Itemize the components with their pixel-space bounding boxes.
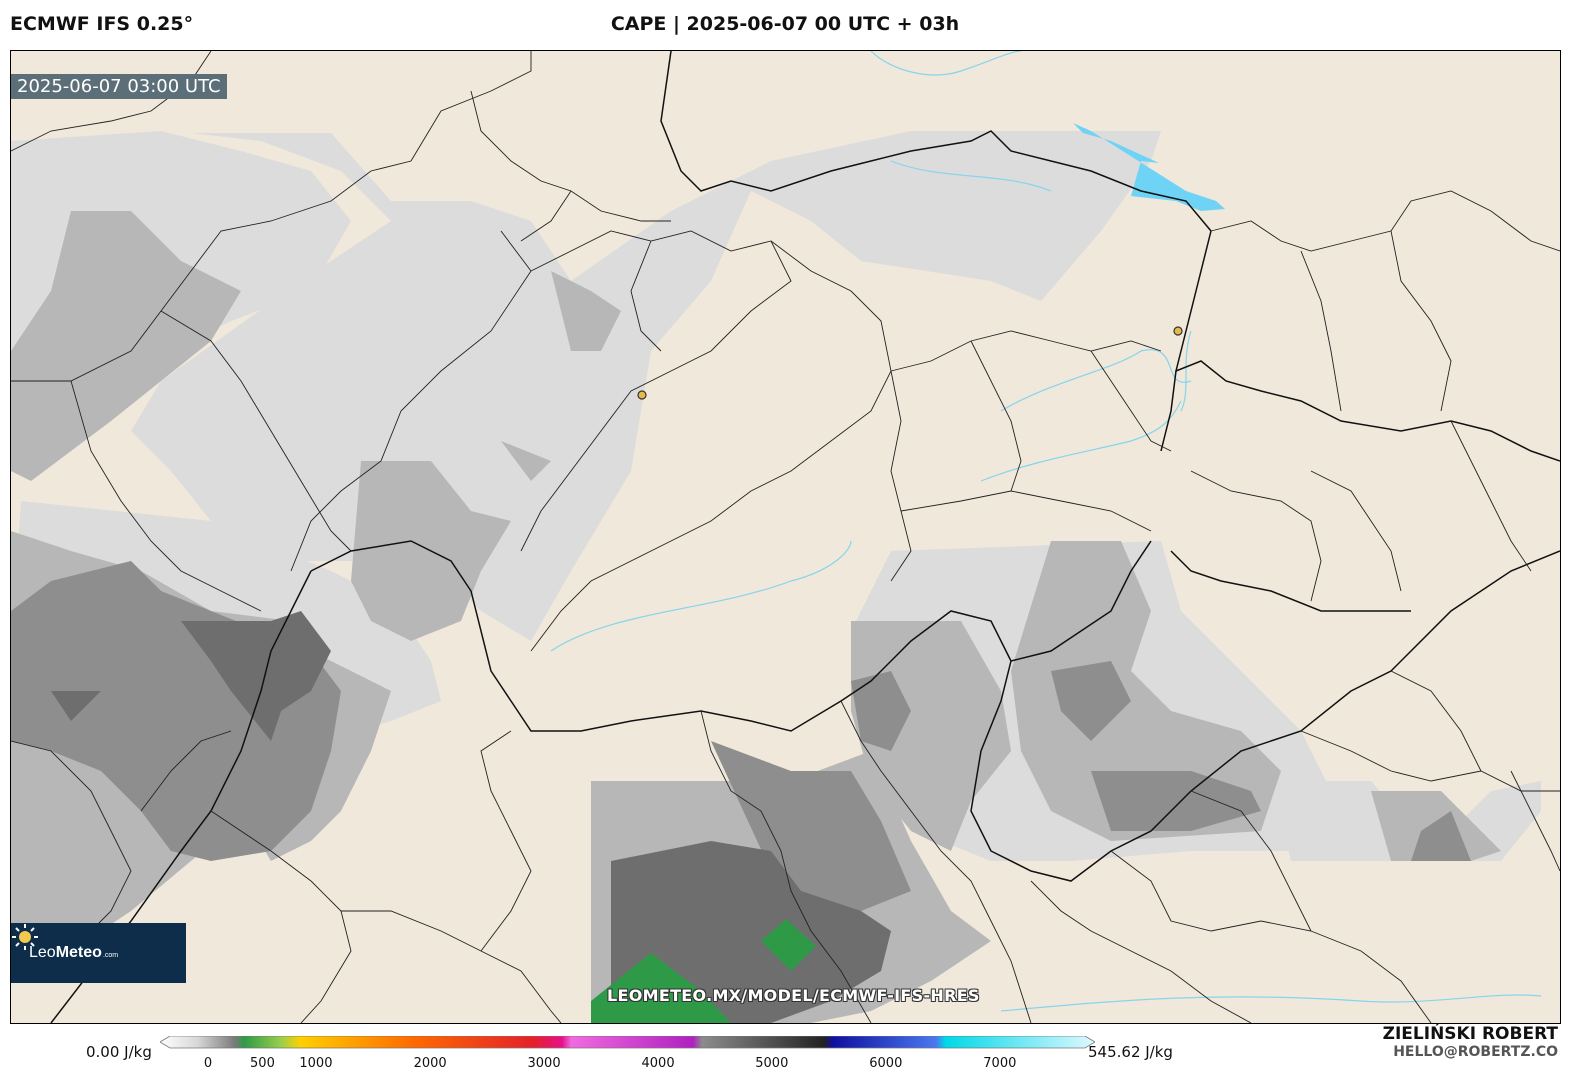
city-markers [637, 326, 1183, 400]
regional-borders [11, 51, 1560, 1023]
colorbar-tick-label: 7000 [983, 1056, 1017, 1071]
model-title: ECMWF IFS 0.25° [10, 13, 194, 35]
colorbar-max-label: 545.62 J/kg [1088, 1043, 1173, 1061]
colorbar [160, 1036, 1095, 1049]
city-marker [1173, 326, 1183, 336]
cape-shading-green [591, 919, 816, 1023]
cape-map [11, 51, 1560, 1023]
logo-text: LeoMeteo.com [29, 944, 119, 961]
watermark-url: LEOMETEO.MX/MODEL/ECMWF-IFS-HRES [607, 986, 980, 1005]
colorbar-tick-label: 500 [250, 1056, 275, 1071]
colorbar-tick-label: 4000 [641, 1056, 675, 1071]
valid-time-label: 2025-06-07 03:00 UTC [11, 74, 227, 99]
author-email: HELLO@ROBERTZ.CO [1393, 1044, 1558, 1060]
colorbar-tick-label: 3000 [527, 1056, 561, 1071]
map-panel: 2025-06-07 03:00 UTC LeoMeteo.com LEOMET… [10, 50, 1561, 1024]
colorbar-tick-label: 2000 [413, 1056, 447, 1071]
city-marker [637, 390, 647, 400]
colorbar-tick-label: 0 [203, 1056, 213, 1071]
colorbar-min-label: 0.00 J/kg [86, 1043, 152, 1061]
colorbar-tick-label: 5000 [755, 1056, 789, 1071]
author-name: ZIELIŃSKI ROBERT [1382, 1024, 1558, 1044]
sun-icon [12, 924, 38, 950]
colorbar-tick-label: 1000 [299, 1056, 333, 1071]
leometeo-logo: LeoMeteo.com [11, 923, 186, 983]
plot-title: CAPE | 2025-06-07 00 UTC + 03h [610, 13, 960, 35]
colorbar-tick-label: 6000 [869, 1056, 903, 1071]
cape-shading-medium [11, 211, 1501, 1023]
